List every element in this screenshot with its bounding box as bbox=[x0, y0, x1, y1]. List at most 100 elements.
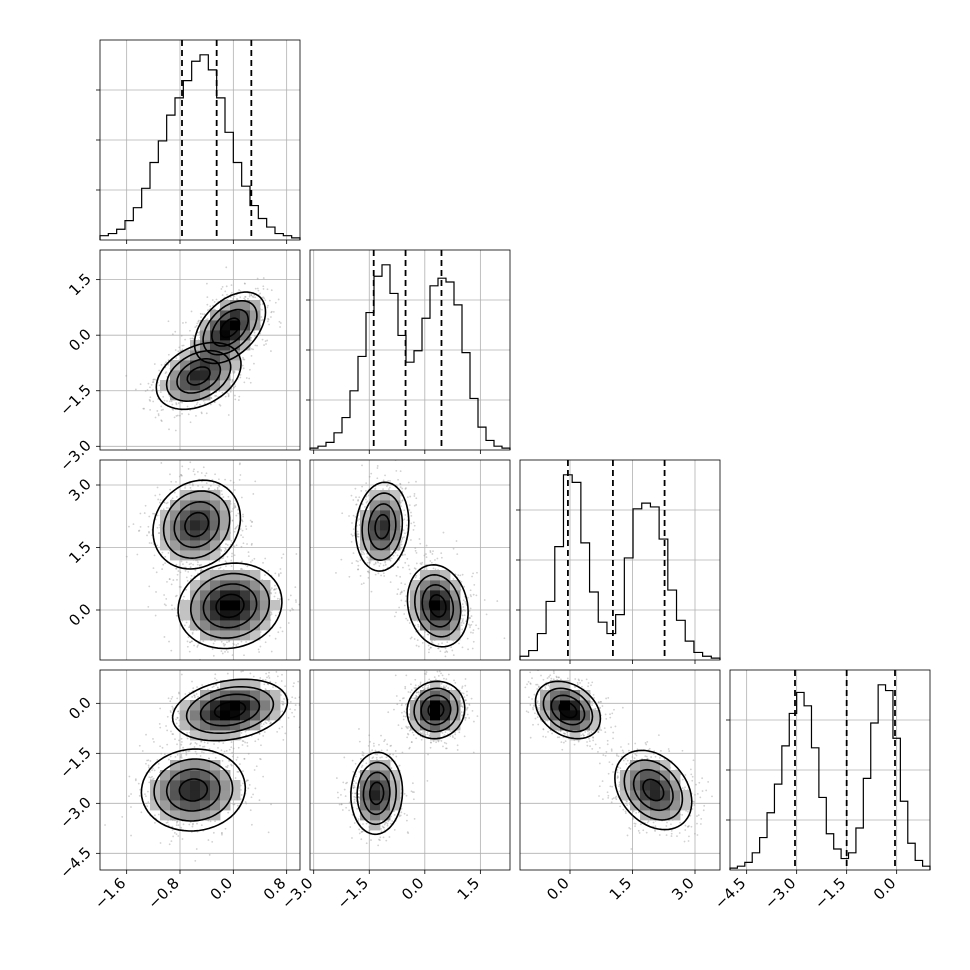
scatter-point bbox=[218, 567, 220, 570]
scatter-point bbox=[294, 599, 297, 602]
scatter-point bbox=[178, 346, 181, 349]
scatter-point bbox=[430, 561, 433, 564]
scatter-point bbox=[196, 401, 199, 404]
scatter-point bbox=[175, 402, 178, 404]
scatter-point bbox=[215, 394, 218, 397]
scatter-point bbox=[167, 353, 170, 356]
scatter-point bbox=[270, 316, 272, 318]
scatter-point bbox=[401, 487, 404, 490]
diagonal-panel-4 bbox=[726, 670, 931, 870]
scatter-point bbox=[209, 305, 212, 308]
scatter-point bbox=[189, 409, 192, 412]
density-cell bbox=[220, 300, 231, 311]
scatter-point bbox=[181, 474, 183, 477]
density-cell bbox=[200, 630, 211, 641]
scatter-point bbox=[406, 557, 409, 560]
scatter-point bbox=[256, 277, 259, 280]
scatter-point bbox=[186, 405, 189, 408]
scatter-point bbox=[238, 463, 241, 466]
scatter-point bbox=[431, 553, 434, 555]
scatter-point bbox=[162, 408, 164, 411]
scatter-point bbox=[401, 499, 404, 502]
scatter-point bbox=[170, 604, 173, 607]
scatter-point bbox=[355, 503, 358, 506]
density-cell bbox=[200, 620, 211, 631]
scatter-point bbox=[144, 390, 147, 392]
scatter-point bbox=[211, 478, 214, 481]
scatter-point bbox=[194, 326, 197, 329]
scatter-point bbox=[173, 491, 176, 494]
scatter-point bbox=[237, 642, 239, 645]
scatter-point bbox=[144, 504, 147, 507]
scatter-point bbox=[496, 600, 499, 602]
scatter-point bbox=[279, 598, 282, 601]
scatter-point bbox=[148, 542, 151, 544]
scatter-point bbox=[250, 336, 253, 339]
joint-panel-3-2 bbox=[310, 460, 510, 665]
scatter-point bbox=[406, 496, 409, 499]
scatter-point bbox=[170, 400, 173, 403]
scatter-point bbox=[161, 568, 164, 570]
scatter-point bbox=[184, 484, 187, 487]
scatter-point bbox=[383, 575, 386, 577]
scatter-point bbox=[175, 614, 178, 617]
scatter-point bbox=[463, 585, 466, 588]
scatter-point bbox=[279, 626, 282, 629]
scatter-point bbox=[209, 403, 212, 406]
scatter-point bbox=[403, 604, 406, 607]
scatter-point bbox=[405, 524, 408, 527]
scatter-point bbox=[253, 557, 256, 560]
density-cell bbox=[170, 550, 181, 561]
scatter-point bbox=[262, 277, 265, 279]
scatter-point bbox=[249, 519, 252, 522]
diagonal-panel-3 bbox=[516, 460, 721, 660]
scatter-point bbox=[471, 575, 473, 578]
scatter-point bbox=[469, 617, 471, 620]
scatter-point bbox=[160, 419, 163, 422]
scatter-point bbox=[452, 654, 455, 657]
diagonal-frame bbox=[99, 39, 301, 241]
density-cell bbox=[230, 310, 241, 321]
scatter-point bbox=[457, 663, 459, 665]
scatter-point bbox=[352, 514, 355, 517]
scatter-point bbox=[191, 337, 194, 340]
density-cell bbox=[200, 390, 211, 401]
scatter-point bbox=[469, 589, 472, 592]
scatter-point bbox=[178, 414, 181, 417]
contour-level-3 bbox=[202, 300, 258, 356]
scatter-point bbox=[444, 647, 447, 650]
scatter-point bbox=[301, 644, 303, 646]
scatter-point bbox=[415, 574, 418, 577]
density-cell bbox=[210, 550, 221, 561]
scatter-point bbox=[199, 403, 201, 406]
density-cell bbox=[170, 510, 181, 521]
joint-frame bbox=[99, 249, 301, 451]
scatter-point bbox=[227, 495, 230, 498]
scatter-point bbox=[365, 501, 368, 504]
scatter-point bbox=[253, 294, 256, 297]
scatter-point bbox=[352, 499, 355, 501]
scatter-point bbox=[225, 266, 228, 269]
scatter-point bbox=[183, 595, 185, 598]
scatter-point bbox=[455, 540, 458, 542]
scatter-point bbox=[245, 377, 248, 379]
scatter-point bbox=[162, 563, 165, 566]
scatter-point bbox=[224, 560, 227, 563]
scatter-point bbox=[461, 628, 464, 631]
scatter-point bbox=[154, 494, 157, 497]
density-cell bbox=[220, 500, 231, 511]
density-cell bbox=[250, 630, 261, 641]
scatter-point bbox=[246, 543, 248, 545]
scatter-point bbox=[170, 480, 173, 483]
scatter-point bbox=[233, 504, 236, 507]
scatter-point bbox=[483, 599, 486, 601]
scatter-point bbox=[189, 329, 191, 332]
scatter-point bbox=[270, 587, 273, 589]
scatter-point bbox=[395, 611, 398, 614]
scatter-point bbox=[275, 587, 278, 590]
scatter-point bbox=[231, 378, 234, 381]
scatter-point bbox=[188, 650, 191, 653]
contour-level-3 bbox=[190, 572, 270, 639]
density-cell bbox=[210, 510, 221, 521]
scatter-point bbox=[160, 462, 163, 464]
